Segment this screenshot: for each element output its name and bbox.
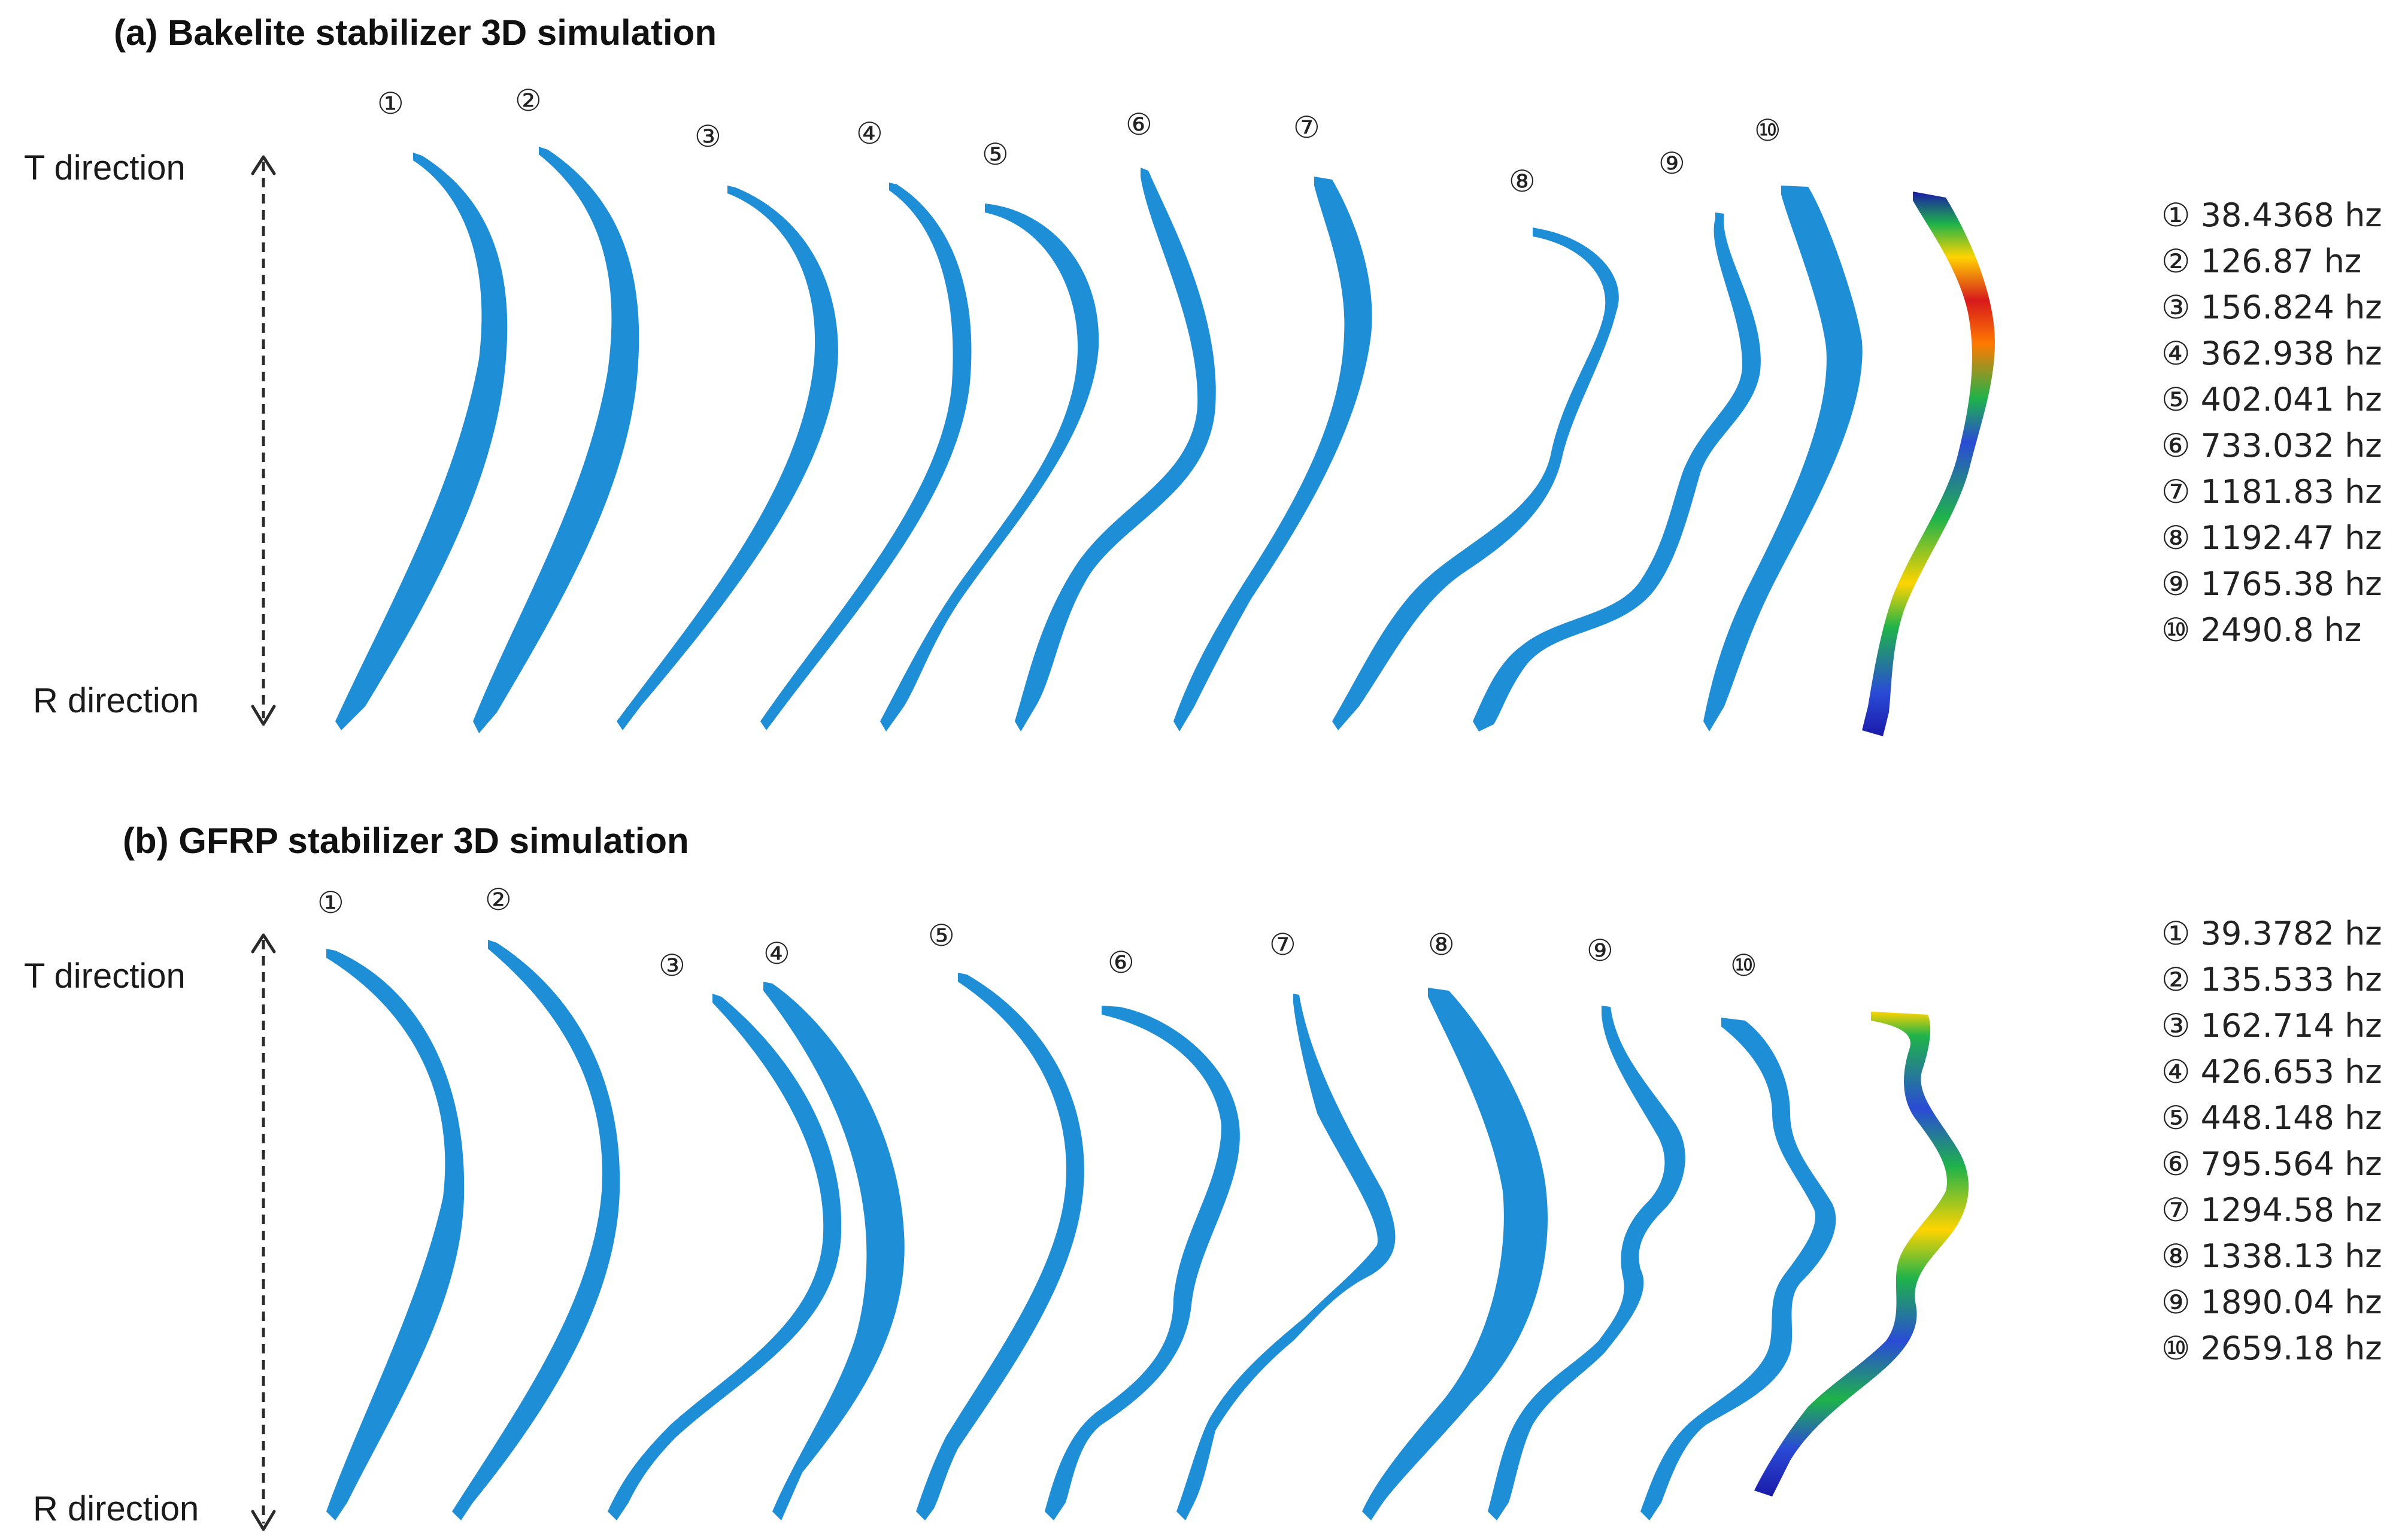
panel-b-mode-shape-1: [326, 949, 465, 1520]
panel-a-down-arrowhead-icon: [251, 705, 276, 726]
panel-b-freq-item: ① 39.3782 hz: [2161, 915, 2382, 952]
panel-b-freq-item: ⑧ 1338.13 hz: [2161, 1237, 2382, 1275]
panel-b-mode-label: ⑥: [1108, 945, 1135, 980]
panel-a-freq-item: ⑧ 1192.47 hz: [2161, 519, 2382, 557]
panel-b-mode-shapes: [326, 940, 1969, 1520]
panel-a-mode-shape-8: [1332, 227, 1619, 730]
panel-a-freq-item: ① 38.4368 hz: [2161, 196, 2382, 234]
panel-a-mode-label: ⑩: [1754, 113, 1781, 148]
panel-b-freq-item: ③ 162.714 hz: [2161, 1007, 2382, 1045]
panel-a-direction-axis: T direction R direction: [24, 148, 276, 726]
panel-a-mode-shape-6: [1015, 168, 1216, 731]
panel-b-mode-shape-8: [1362, 988, 1548, 1520]
panel-a-mode-shape-1: [335, 153, 508, 730]
panel-a-mode-shape-2: [473, 147, 639, 733]
panel-a: (a) Bakelite stabilizer 3D simulation T …: [24, 13, 2382, 736]
panel-a-r-direction-label: R direction: [33, 681, 199, 720]
panel-a-frequency-list: ① 38.4368 hz ② 126.87 hz ③ 156.824 hz ④ …: [2161, 196, 2382, 649]
panel-a-mode-shape-5: [880, 204, 1099, 731]
panel-b-down-arrowhead-icon: [251, 1510, 276, 1531]
panel-a-mode-shape-10: [1703, 186, 1863, 731]
panel-b-freq-item: ⑤ 448.148 hz: [2161, 1099, 2382, 1137]
panel-b-mode-shape-10: [1640, 1018, 1836, 1520]
panel-a-title: (a) Bakelite stabilizer 3D simulation: [114, 13, 717, 53]
panel-a-mode-shape-3: [617, 186, 838, 730]
panel-b-mode-label: ⑤: [928, 918, 955, 953]
panel-a-freq-item: ② 126.87 hz: [2161, 242, 2361, 280]
panel-a-mode-labels: ① ② ③ ④ ⑤ ⑥ ⑦ ⑧ ⑨ ⑩: [377, 83, 1781, 199]
panel-b-mode-shape-3: [608, 994, 842, 1520]
panel-a-freq-item: ⑥ 733.032 hz: [2161, 427, 2382, 465]
panel-b-freq-item: ④ 426.653 hz: [2161, 1053, 2382, 1091]
panel-a-mode-label: ⑥: [1126, 107, 1153, 142]
panel-b-mode-label: ⑨: [1587, 933, 1614, 968]
panel-a-mode-shape-9: [1473, 213, 1761, 731]
panel-a-mode-label: ②: [515, 83, 542, 118]
panel-a-freq-item: ⑦ 1181.83 hz: [2161, 473, 2382, 511]
panel-a-freq-item: ⑩ 2490.8 hz: [2161, 611, 2361, 649]
panel-b-mode-label: ③: [659, 948, 686, 983]
panel-b-mode-label: ⑦: [1269, 927, 1296, 962]
panel-a-mode-shape-7: [1173, 177, 1372, 731]
panel-b-t-direction-label: T direction: [24, 957, 186, 995]
panel-a-contour-plot: [1862, 192, 1995, 736]
panel-a-up-arrowhead-icon: [251, 155, 276, 175]
panel-a-freq-item: ③ 156.824 hz: [2161, 289, 2382, 326]
panel-b-title: (b) GFRP stabilizer 3D simulation: [123, 821, 689, 861]
panel-b-freq-item: ⑨ 1890.04 hz: [2161, 1283, 2382, 1321]
panel-b-r-direction-label: R direction: [33, 1489, 199, 1528]
panel-a-freq-item: ④ 362.938 hz: [2161, 335, 2382, 372]
panel-b-mode-label: ⑩: [1730, 948, 1757, 983]
panel-b-direction-axis: T direction R direction: [24, 933, 276, 1531]
panel-b-mode-label: ①: [317, 885, 344, 920]
panel-b-freq-item: ⑦ 1294.58 hz: [2161, 1191, 2382, 1229]
panel-a-mode-label: ⑨: [1658, 146, 1685, 181]
panel-b: (b) GFRP stabilizer 3D simulation T dire…: [24, 821, 2382, 1531]
panel-b-mode-label: ②: [485, 882, 512, 917]
panel-b-mode-shape-9: [1488, 1006, 1685, 1520]
panel-b-mode-label: ④: [763, 936, 790, 971]
panel-b-freq-item: ⑩ 2659.18 hz: [2161, 1329, 2382, 1367]
panel-b-mode-shape-7: [1176, 994, 1396, 1520]
panel-a-mode-label: ⑧: [1509, 164, 1536, 199]
panel-a-mode-label: ⑦: [1293, 110, 1320, 145]
panel-a-mode-label: ①: [377, 86, 404, 121]
panel-b-freq-item: ⑥ 795.564 hz: [2161, 1145, 2382, 1183]
panel-a-mode-shapes: [335, 147, 1995, 736]
panel-a-freq-item: ⑤ 402.041 hz: [2161, 381, 2382, 418]
panel-b-mode-label: ⑧: [1428, 927, 1455, 962]
panel-b-up-arrowhead-icon: [251, 933, 276, 954]
panel-a-mode-label: ⑤: [982, 137, 1009, 172]
panel-b-freq-item: ② 135.533 hz: [2161, 961, 2382, 998]
panel-a-mode-label: ④: [856, 116, 883, 151]
panel-a-freq-item: ⑨ 1765.38 hz: [2161, 565, 2382, 603]
panel-b-mode-shape-5: [916, 973, 1084, 1520]
panel-b-contour-plot: [1754, 1012, 1969, 1496]
panel-b-mode-shape-6: [1045, 1006, 1240, 1520]
panel-b-mode-shape-4: [763, 982, 905, 1520]
panel-b-frequency-list: ① 39.3782 hz ② 135.533 hz ③ 162.714 hz ④…: [2161, 915, 2382, 1367]
panel-a-t-direction-label: T direction: [24, 148, 186, 187]
panel-b-mode-labels: ① ② ③ ④ ⑤ ⑥ ⑦ ⑧ ⑨ ⑩: [317, 882, 1757, 983]
panel-b-mode-shape-2: [452, 940, 620, 1520]
panel-a-mode-label: ③: [695, 119, 721, 154]
